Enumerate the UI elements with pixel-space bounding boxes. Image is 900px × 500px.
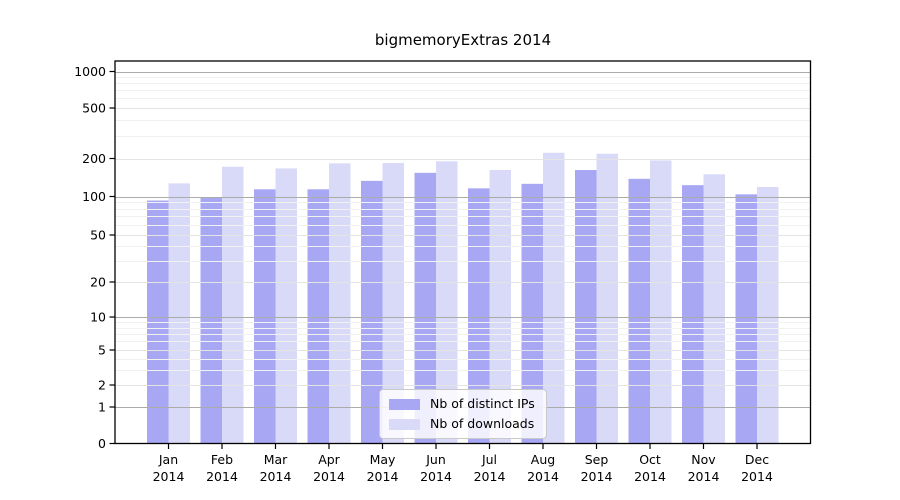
bar-distinct-ips-nov bbox=[682, 185, 704, 444]
x-tick-label-year-jan: 2014 bbox=[153, 469, 185, 484]
x-tick-label-year-apr: 2014 bbox=[313, 469, 345, 484]
bar-downloads-apr bbox=[329, 163, 351, 444]
x-tick-label-month-jun: Jun bbox=[425, 452, 446, 467]
bar-downloads-nov bbox=[703, 174, 725, 444]
bar-downloads-dec bbox=[757, 186, 779, 444]
bar-distinct-ips-jun bbox=[414, 172, 436, 444]
x-tick-label-month-aug: Aug bbox=[531, 452, 555, 467]
bar-distinct-ips-aug bbox=[521, 183, 543, 444]
legend-item-distinct-ips: Nb of distinct IPs bbox=[389, 397, 535, 411]
x-tick-label-month-nov: Nov bbox=[691, 452, 716, 467]
x-tick-label-year-nov: 2014 bbox=[688, 469, 720, 484]
bar-distinct-ips-sep bbox=[575, 170, 597, 444]
y-tick-label-5: 5 bbox=[98, 343, 106, 358]
x-tick-label-month-apr: Apr bbox=[318, 452, 340, 467]
bar-distinct-ips-dec bbox=[735, 194, 757, 444]
y-tick-label-1000: 1000 bbox=[74, 64, 106, 79]
y-tick-label-0: 0 bbox=[98, 436, 106, 451]
y-tick-label-2: 2 bbox=[98, 378, 106, 393]
bar-downloads-jun bbox=[436, 161, 458, 444]
x-tick-label-month-dec: Dec bbox=[745, 452, 769, 467]
legend-label-downloads: Nb of downloads bbox=[430, 416, 535, 431]
x-tick-label-month-mar: Mar bbox=[264, 452, 288, 467]
x-tick-label-year-may: 2014 bbox=[367, 469, 399, 484]
x-tick-label-month-jul: Jul bbox=[481, 452, 497, 467]
legend-item-downloads: Nb of downloads bbox=[389, 417, 535, 431]
x-tick-label-year-jun: 2014 bbox=[420, 469, 452, 484]
bar-downloads-jan bbox=[168, 183, 190, 444]
bar-downloads-may bbox=[382, 163, 404, 444]
plot-border bbox=[114, 60, 812, 445]
y-tick-label-200: 200 bbox=[82, 151, 106, 166]
legend: Nb of distinct IPs Nb of downloads bbox=[379, 389, 547, 439]
legend-swatch-distinct-ips bbox=[389, 398, 420, 410]
bar-distinct-ips-apr bbox=[307, 189, 329, 444]
x-tick-label-year-jul: 2014 bbox=[474, 469, 506, 484]
legend-label-distinct-ips: Nb of distinct IPs bbox=[430, 396, 535, 411]
x-tick-label-year-mar: 2014 bbox=[260, 469, 292, 484]
y-tick-label-10: 10 bbox=[90, 310, 106, 325]
y-tick-label-1: 1 bbox=[98, 400, 106, 415]
bar-downloads-sep bbox=[596, 153, 618, 444]
x-tick-label-year-dec: 2014 bbox=[741, 469, 773, 484]
x-tick-label-month-sep: Sep bbox=[585, 452, 609, 467]
y-tick-label-50: 50 bbox=[90, 228, 106, 243]
bar-distinct-ips-mar bbox=[254, 189, 276, 444]
bar-downloads-jul bbox=[489, 170, 511, 444]
y-tick-label-100: 100 bbox=[82, 189, 106, 204]
bar-downloads-oct bbox=[650, 160, 672, 444]
chart-title: bigmemoryExtras 2014 bbox=[374, 31, 552, 49]
x-tick-label-month-may: May bbox=[370, 452, 396, 467]
bar-downloads-feb bbox=[222, 166, 244, 444]
bar-downloads-mar bbox=[275, 168, 297, 444]
y-tick-label-500: 500 bbox=[82, 101, 106, 116]
x-tick-label-month-jan: Jan bbox=[158, 452, 178, 467]
x-tick-label-year-feb: 2014 bbox=[206, 469, 238, 484]
x-tick-label-month-oct: Oct bbox=[639, 452, 661, 467]
bar-distinct-ips-feb bbox=[200, 197, 222, 444]
x-tick-label-year-aug: 2014 bbox=[527, 469, 559, 484]
bar-distinct-ips-oct bbox=[628, 178, 650, 444]
x-tick-label-year-oct: 2014 bbox=[634, 469, 666, 484]
x-tick-label-year-sep: 2014 bbox=[581, 469, 613, 484]
y-tick-label-20: 20 bbox=[90, 275, 106, 290]
x-tick-label-month-feb: Feb bbox=[211, 452, 233, 467]
legend-swatch-downloads bbox=[389, 418, 420, 430]
bar-distinct-ips-jul bbox=[468, 188, 490, 444]
